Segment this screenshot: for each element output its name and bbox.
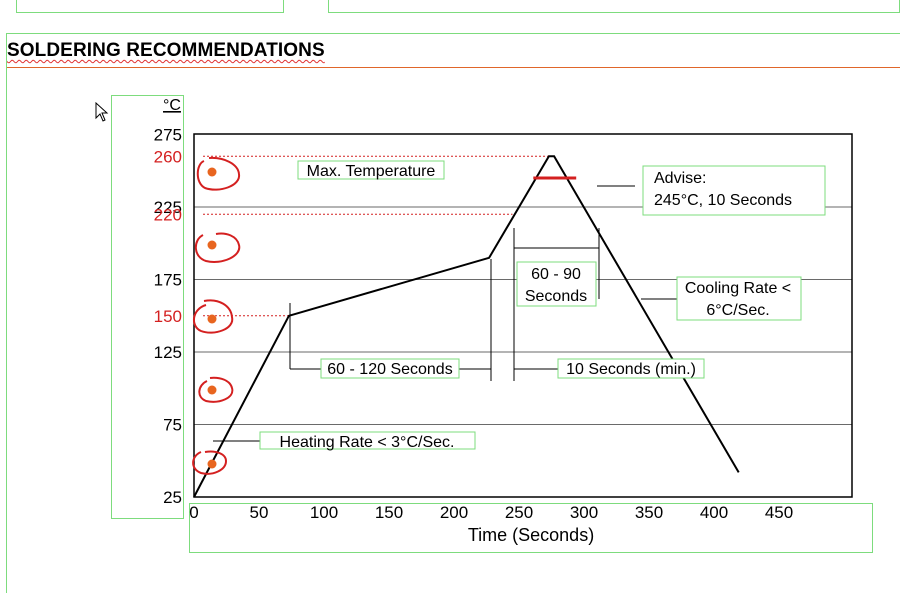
window-60-90-box-text-1: 60 - 90 [531, 266, 581, 283]
min-time-box [557, 358, 705, 379]
x-tick-50: 50 [250, 503, 269, 522]
header-cell-left [16, 0, 284, 13]
y-tick-25: 25 [163, 488, 182, 507]
x-tick-450: 450 [765, 503, 793, 522]
heating-rate-box-text-1: Heating Rate < 3°C/Sec. [280, 434, 455, 451]
annotation-marks [192, 156, 241, 475]
y-tick-75: 75 [163, 416, 182, 435]
ylabel-frame [111, 95, 184, 519]
callout-lines [213, 185, 677, 442]
x-tick-0: 0 [189, 503, 198, 522]
hand-circle-4 [198, 376, 234, 403]
x-tick-labels: 0 50 100 150 200 250 300 350 400 450 [189, 503, 793, 522]
annotation-dot-1 [207, 167, 217, 177]
advise-box-text-1: Advise: [654, 170, 706, 187]
annotation-dot-2 [207, 240, 217, 250]
window-60-90-box-text-2: Seconds [525, 288, 587, 305]
advise-box [642, 165, 826, 216]
y-tick-220: 220 [154, 205, 182, 224]
mouse-cursor-icon [95, 102, 109, 122]
section-title: SOLDERING RECOMMENDATIONS [7, 40, 325, 62]
cooling-rate-box [676, 276, 802, 321]
max-temp-box [297, 160, 445, 180]
hand-circle-2 [194, 232, 241, 263]
window-60-90-box [516, 261, 597, 307]
x-tick-100: 100 [310, 503, 338, 522]
annotation-dot-5 [207, 459, 217, 469]
hand-circle-5 [192, 450, 228, 475]
y-tick-260: 260 [154, 147, 182, 166]
preheat-box [320, 358, 460, 379]
x-tick-150: 150 [375, 503, 403, 522]
advise-box-text-2: 245°C, 10 Seconds [654, 192, 792, 209]
x-tick-350: 350 [635, 503, 663, 522]
y-axis-label: °C [163, 97, 181, 114]
x-tick-300: 300 [570, 503, 598, 522]
max-temp-box-text-1: Max. Temperature [307, 163, 436, 180]
y-tick-125: 125 [154, 343, 182, 362]
y-tick-175: 175 [154, 271, 182, 290]
x-axis-label: Time (Seconds) [468, 525, 594, 545]
preheat-box-text-1: 60 - 120 Seconds [327, 361, 452, 378]
heating-rate-box [259, 431, 476, 450]
annotation-boxes: Max. Temperature Advise: 245°C, 10 Seconds… [259, 160, 826, 451]
min-time-box-text-1: 10 Seconds (min.) [566, 361, 696, 378]
temperature-profile-line [193, 155, 740, 498]
y-tick-150: 150 [154, 307, 182, 326]
page-frame [6, 33, 900, 593]
y-tick-225: 225 [154, 198, 182, 217]
reference-lines [203, 155, 555, 317]
hand-circle-3 [193, 299, 234, 334]
xaxis-frame [189, 503, 873, 553]
heading-rule [7, 67, 900, 68]
cooling-rate-box-text-1: Cooling Rate < [685, 280, 791, 297]
x-tick-400: 400 [700, 503, 728, 522]
annotation-dot-4 [207, 385, 217, 395]
cooling-rate-box-text-2: 6°C/Sec. [706, 302, 769, 319]
annotation-dot-3 [207, 314, 217, 324]
hand-circle-1 [196, 156, 241, 191]
y-tick-275: 275 [154, 126, 182, 145]
x-tick-250: 250 [505, 503, 533, 522]
section-title-text: SOLDERING RECOMMENDATIONS [7, 40, 325, 61]
x-tick-200: 200 [440, 503, 468, 522]
